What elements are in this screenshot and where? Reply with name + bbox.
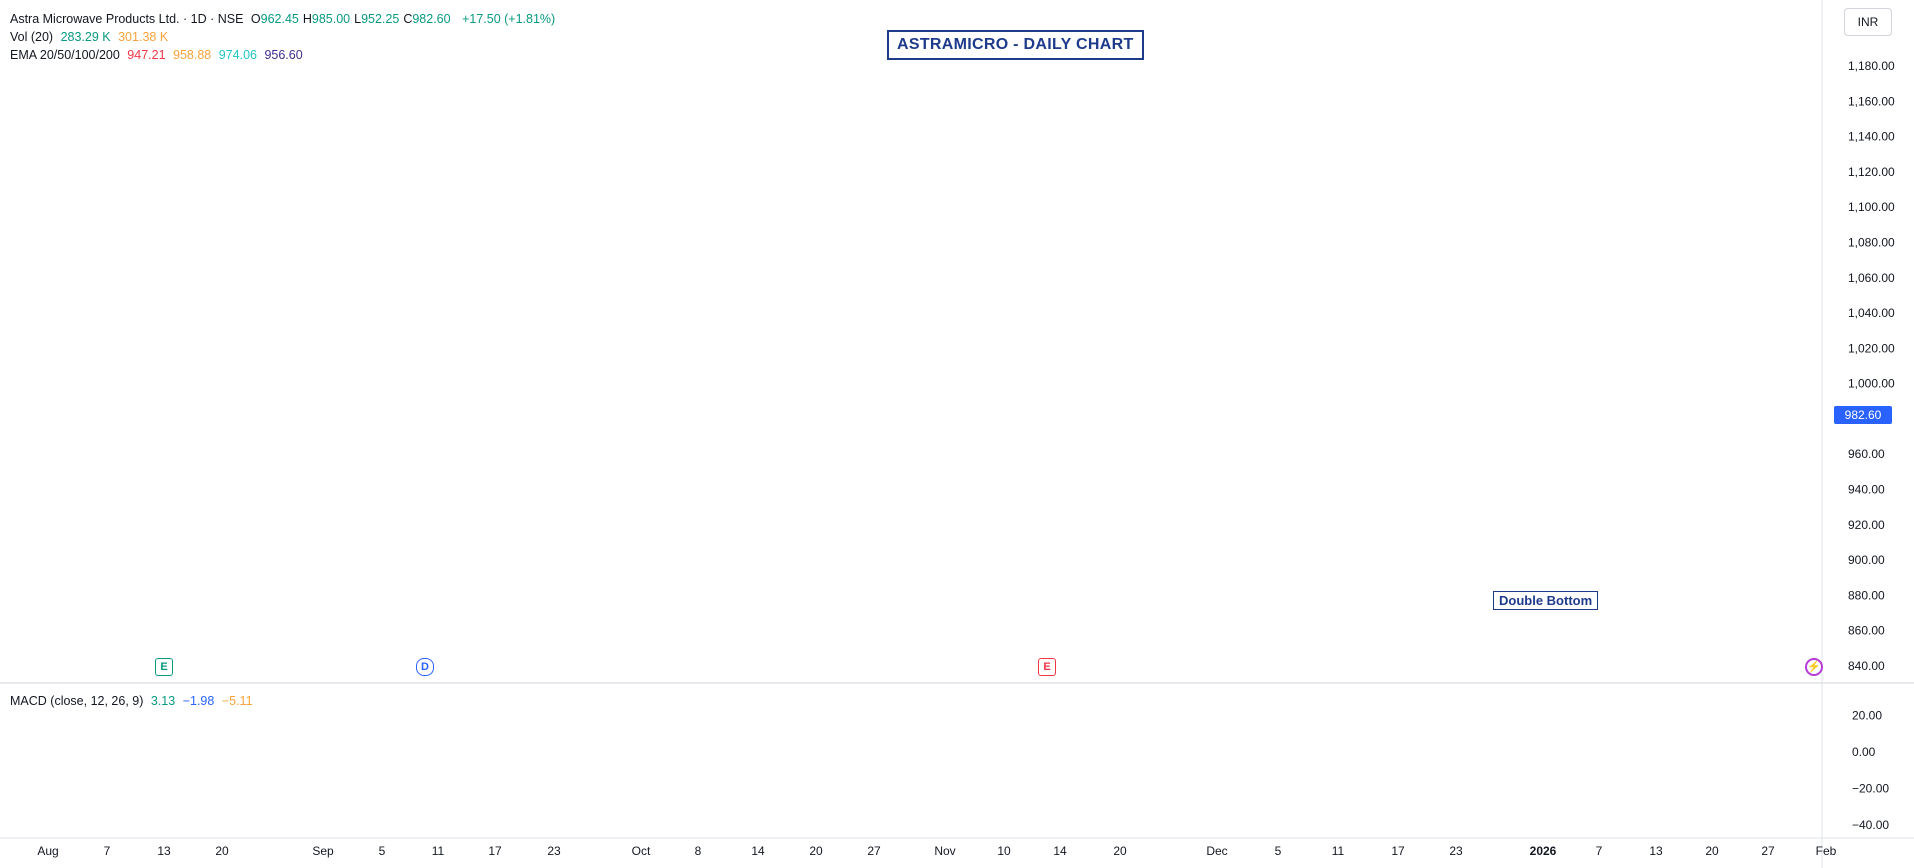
earnings-event-icon[interactable]: E (155, 658, 173, 676)
currency-button[interactable]: INR (1844, 8, 1892, 36)
ema20-value: 947.21 (127, 48, 166, 62)
ohlc-value-o: 962.45 (260, 12, 299, 26)
time-tick-label: 5 (1275, 844, 1282, 858)
ema200-value: 956.60 (264, 48, 303, 62)
time-tick-label: 23 (1449, 844, 1463, 858)
macd-tick-label: −20.00 (1852, 781, 1889, 795)
ohlc-key-c: C (403, 12, 413, 26)
macd-tick-label: 0.00 (1852, 745, 1876, 759)
time-tick-label: 20 (809, 844, 823, 858)
ohlc-value-c: 982.60 (412, 12, 451, 26)
time-tick-label: 8 (695, 844, 702, 858)
legend-volume-line: Vol (20) 283.29 K 301.38 K (10, 29, 172, 45)
symbol-name: Astra Microwave Products Ltd. · 1D · NSE (10, 12, 244, 26)
ema-label: EMA 20/50/100/200 (10, 48, 120, 62)
time-tick-label: 10 (997, 844, 1011, 858)
price-tick-label: 860.00 (1848, 624, 1885, 638)
time-tick-label: 7 (104, 844, 111, 858)
time-tick-label: 27 (867, 844, 881, 858)
macd-value: 3.13 (150, 694, 176, 708)
ema50-value: 958.88 (173, 48, 212, 62)
price-tick-label: 900.00 (1848, 553, 1885, 567)
time-tick-label: 13 (1649, 844, 1663, 858)
time-tick-label: 2026 (1530, 844, 1557, 858)
time-tick-label: 20 (1705, 844, 1719, 858)
price-tick-label: 1,080.00 (1848, 235, 1895, 249)
price-tick-label: 1,160.00 (1848, 94, 1895, 108)
time-tick-label: Oct (632, 844, 651, 858)
earnings-event-icon-2[interactable]: E (1038, 658, 1056, 676)
last-price-tag: 982.60 (1834, 406, 1892, 424)
time-tick-label: Sep (312, 844, 334, 858)
price-tick-label: 1,000.00 (1848, 377, 1895, 391)
time-tick-label: 5 (379, 844, 386, 858)
price-tick-label: 1,140.00 (1848, 130, 1895, 144)
dividend-event-icon[interactable]: D (416, 658, 434, 676)
price-tick-label: 1,120.00 (1848, 165, 1895, 179)
time-tick-label: 11 (432, 844, 445, 858)
time-tick-label: Nov (934, 844, 955, 858)
ema100-value: 974.06 (218, 48, 257, 62)
time-tick-label: 17 (488, 844, 502, 858)
ohlc-value-h: 985.00 (311, 12, 351, 26)
time-tick-label: 11 (1332, 844, 1345, 858)
time-tick-label: Aug (37, 844, 58, 858)
time-tick-label: 23 (547, 844, 561, 858)
price-tick-label: 940.00 (1848, 483, 1885, 497)
price-tick-label: 880.00 (1848, 588, 1885, 602)
price-tick-label: 840.00 (1848, 659, 1885, 673)
price-tick-label: 1,100.00 (1848, 200, 1895, 214)
time-tick-label: Dec (1206, 844, 1227, 858)
macd-label: MACD (close, 12, 26, 9) (10, 694, 144, 708)
time-tick-label: 27 (1761, 844, 1775, 858)
price-change: +17.50 (+1.81%) (462, 12, 556, 26)
ohlc-value-l: 952.25 (361, 12, 400, 26)
lightning-icon[interactable]: ⚡ (1805, 658, 1823, 676)
legend-ema-line: EMA 20/50/100/200 947.21 958.88 974.06 9… (10, 47, 307, 63)
price-tick-label: 1,180.00 (1848, 59, 1895, 73)
time-tick-label: 13 (157, 844, 171, 858)
price-tick-label: 960.00 (1848, 447, 1885, 461)
price-tick-label: 1,060.00 (1848, 271, 1895, 285)
ohlc-values: O962.45 H985.00 L952.25 C982.60 (251, 12, 455, 26)
ohlc-key-l: L (354, 12, 362, 26)
time-tick-label: 20 (1113, 844, 1127, 858)
macd-tick-label: −40.00 (1852, 818, 1889, 832)
time-tick-label: 14 (1053, 844, 1067, 858)
chart-title: ASTRAMICRO - DAILY CHART (887, 30, 1144, 60)
signal-value: −1.98 (182, 694, 215, 708)
double-bottom-label: Double Bottom (1493, 591, 1599, 610)
time-tick-label: Feb (1816, 844, 1837, 858)
vol-value-1: 283.29 K (60, 30, 111, 44)
legend-symbol-line: Astra Microwave Products Ltd. · 1D · NSE… (10, 11, 559, 27)
time-tick-label: 20 (215, 844, 229, 858)
legend-macd-line: MACD (close, 12, 26, 9) 3.13 −1.98 −5.11 (10, 693, 257, 709)
macd-tick-label: 20.00 (1852, 709, 1882, 723)
price-tick-label: 1,040.00 (1848, 306, 1895, 320)
hist-value: −5.11 (221, 694, 253, 708)
time-tick-label: 7 (1596, 844, 1603, 858)
vol-label: Vol (20) (10, 30, 54, 44)
ohlc-key-h: H (302, 12, 312, 26)
ohlc-key-o: O (250, 12, 261, 26)
price-tick-label: 1,020.00 (1848, 341, 1895, 355)
price-tick-label: 920.00 (1848, 518, 1885, 532)
time-tick-label: 17 (1391, 844, 1405, 858)
time-tick-label: 14 (751, 844, 765, 858)
vol-value-2: 301.38 K (118, 30, 169, 44)
